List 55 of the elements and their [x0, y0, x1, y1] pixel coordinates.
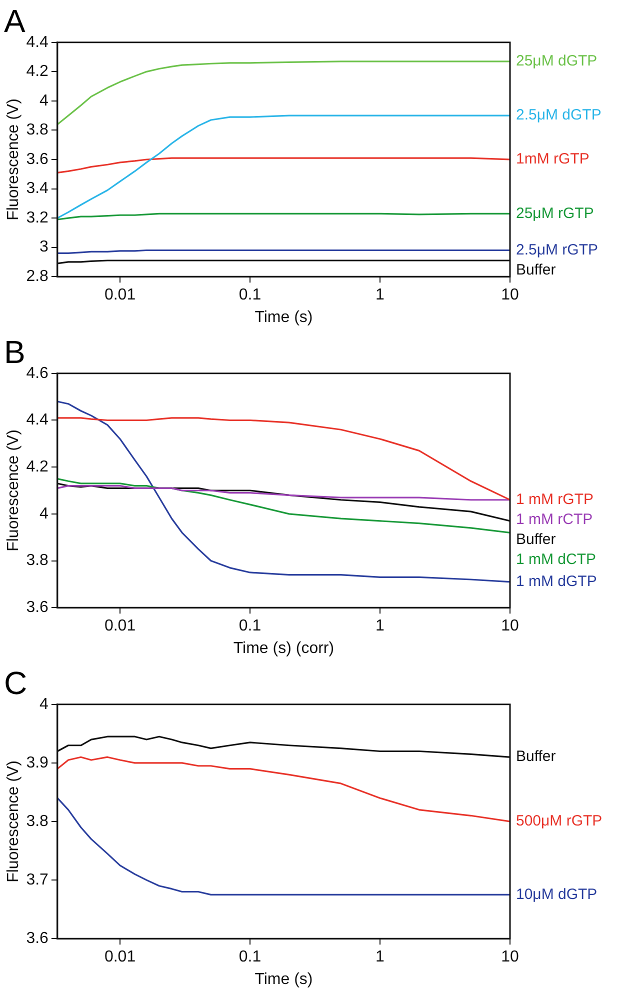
- x-tick-label: 0.1: [238, 286, 262, 304]
- x-axis-title: Time (s): [254, 970, 313, 988]
- y-tick-label: 4: [40, 696, 49, 713]
- series-label: Buffer: [516, 261, 556, 278]
- chart-title: C: [4, 665, 28, 702]
- y-tick-label: 3.8: [26, 812, 49, 830]
- y-tick-label: 4.2: [26, 63, 49, 80]
- series-label: 25μM dGTP: [516, 52, 598, 70]
- x-tick-label: 0.01: [104, 948, 136, 966]
- x-tick-label: 1: [376, 286, 385, 304]
- y-tick-label: 3.6: [26, 150, 49, 168]
- y-tick-label: 3.4: [26, 180, 49, 198]
- y-tick-label: 3.7: [26, 871, 49, 888]
- y-axis-title: Fluorescence (V): [5, 98, 22, 220]
- x-tick-label: 0.1: [238, 618, 262, 635]
- x-tick-label: 10: [501, 286, 519, 304]
- series-label: 25μM rGTP: [516, 204, 594, 222]
- series-label: 1 mM rCTP: [516, 511, 593, 528]
- y-tick-label: 3.8: [26, 552, 49, 570]
- x-tick-label: 1: [376, 948, 385, 966]
- chart-title: B: [4, 334, 26, 370]
- x-tick-label: 0.01: [104, 286, 136, 304]
- y-axis-title: Fluorescence (V): [5, 760, 22, 882]
- y-tick-label: 3.6: [26, 930, 49, 948]
- x-tick-label: 0.1: [238, 948, 262, 966]
- y-tick-label: 3: [40, 238, 49, 256]
- x-axis-title: Time (s): [254, 308, 313, 326]
- x-tick-label: 10: [501, 948, 519, 966]
- series-label: 1 mM dGTP: [516, 572, 597, 590]
- series-label: 1 mM dCTP: [516, 551, 596, 568]
- series-label: Buffer: [516, 748, 556, 766]
- y-axis-title: Fluorescence (V): [5, 430, 22, 552]
- y-tick-label: 3.8: [26, 122, 49, 139]
- y-tick-label: 2.8: [26, 268, 49, 286]
- series-label: 2.5μM rGTP: [516, 241, 598, 258]
- y-tick-label: 3.2: [26, 209, 49, 226]
- x-tick-label: 10: [501, 618, 519, 635]
- y-tick-label: 3.6: [26, 599, 49, 616]
- series-label: 1mM rGTP: [516, 150, 590, 168]
- y-tick-label: 3.9: [26, 754, 49, 772]
- y-tick-label: 4.6: [26, 364, 49, 382]
- x-tick-label: 0.01: [104, 618, 136, 635]
- series-label: 500μM rGTP: [516, 812, 602, 830]
- y-tick-label: 4.2: [26, 458, 49, 476]
- y-tick-label: 4: [40, 92, 49, 110]
- y-tick-label: 4.4: [26, 412, 49, 429]
- x-tick-label: 1: [376, 618, 385, 635]
- y-tick-label: 4.4: [26, 34, 49, 51]
- series-label: 1 mM rGTP: [516, 491, 594, 508]
- x-axis-title: Time (s) (corr): [233, 640, 334, 657]
- chart-title: A: [4, 3, 26, 40]
- series-label: 10μM dGTP: [516, 886, 598, 903]
- series-label: Buffer: [516, 531, 556, 548]
- series-label: 2.5μM dGTP: [516, 106, 602, 124]
- y-tick-label: 4: [40, 505, 49, 522]
